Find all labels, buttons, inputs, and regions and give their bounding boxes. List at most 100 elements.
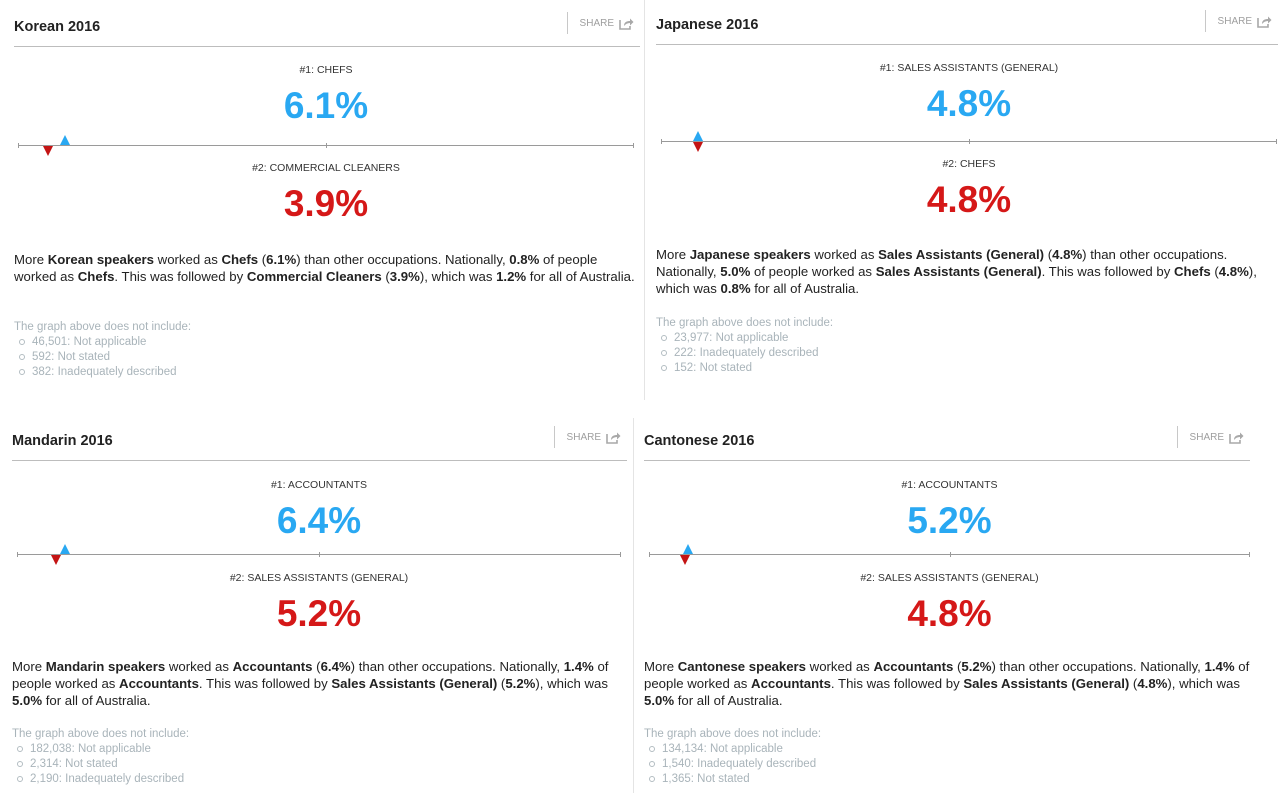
axis-tick — [1276, 139, 1277, 144]
panel-title: Japanese 2016 — [656, 17, 759, 33]
panel-header: Mandarin 2016 SHARE — [12, 400, 627, 461]
panel-header: Japanese 2016 SHARE — [656, 0, 1278, 45]
rank2-value: 4.8% — [926, 179, 1012, 220]
excluded-item: 222: Inadequately described — [661, 346, 833, 361]
share-button[interactable]: SHARE — [1204, 10, 1272, 32]
rank1-value: 5.2% — [907, 500, 992, 541]
language-name: Cantonese speakers — [677, 659, 806, 674]
panel-divider — [644, 0, 645, 400]
share-icon — [1257, 15, 1272, 28]
rank1-label: #1: CHEFS — [299, 64, 353, 76]
top-occupation: Sales Assistants (General) — [878, 247, 1045, 262]
language-name: Mandarin speakers — [45, 659, 166, 674]
rank1-marker — [692, 131, 703, 141]
rank2-value: 5.2% — [276, 593, 362, 634]
occupation-panel-cantonese: Cantonese 2016 SHARE #1: ACCOUNTANTS 5.2… — [635, 400, 1280, 793]
rank1-value: 4.8% — [926, 83, 1012, 124]
excluded-note-title: The graph above does not include: — [12, 728, 190, 740]
share-button[interactable]: SHARE — [553, 426, 621, 448]
excluded-note: The graph above does not include: 46,501… — [14, 320, 191, 380]
excluded-item: 1,540: Inadequately described — [649, 757, 821, 772]
axis-tick — [969, 139, 970, 144]
rank1-marker — [683, 544, 694, 554]
axis-tick — [326, 143, 327, 148]
share-button[interactable]: SHARE — [1176, 426, 1244, 448]
language-name: Japanese speakers — [689, 247, 811, 262]
rank2-marker — [51, 555, 62, 565]
summary-text: More Cantonese speakers worked as Accoun… — [644, 659, 1250, 708]
panel-header: Cantonese 2016 SHARE — [644, 400, 1250, 461]
share-icon — [619, 17, 634, 30]
rank2-label: #2: COMMERCIAL CLEANERS — [252, 162, 400, 174]
axis-tick — [1249, 552, 1250, 557]
excluded-item: 2,190: Inadequately described — [17, 772, 189, 787]
axis-tick — [649, 552, 650, 557]
excluded-list: 134,134: Not applicable 1,540: Inadequate… — [644, 742, 821, 787]
second-occupation: Sales Assistants (General) — [963, 676, 1130, 691]
panel-divider — [633, 418, 634, 793]
excluded-note-title: The graph above does not include: — [656, 317, 834, 329]
language-name: Korean speakers — [47, 252, 155, 267]
axis-tick — [18, 143, 19, 148]
excluded-item: 382: Inadequately described — [19, 365, 191, 380]
rank1-label: #1: SALES ASSISTANTS (GENERAL) — [879, 62, 1059, 74]
summary-text: More Mandarin speakers worked as Account… — [12, 659, 609, 708]
rank2-label: #2: SALES ASSISTANTS (GENERAL) — [229, 572, 409, 584]
panel-title: Korean 2016 — [14, 19, 101, 35]
top-occupation: Accountants — [873, 659, 954, 674]
excluded-note: The graph above does not include: 182,03… — [12, 727, 189, 787]
occupation-panel-korean: Korean 2016 SHARE #1: CHEFS 6.1% #2: COM… — [0, 0, 645, 400]
share-label: SHARE — [1217, 15, 1252, 27]
panel-title: Cantonese 2016 — [644, 433, 755, 449]
excluded-note: The graph above does not include: 23,977… — [656, 316, 833, 376]
excluded-item: 46,501: Not applicable — [19, 335, 191, 350]
rank2-value: 3.9% — [283, 183, 369, 224]
excluded-note-title: The graph above does not include: — [14, 321, 192, 333]
occupation-panel-mandarin: Mandarin 2016 SHARE #1: ACCOUNTANTS 6.4%… — [0, 400, 635, 793]
top-occupation: Accountants — [232, 659, 313, 674]
rank2-marker — [692, 142, 703, 152]
share-label: SHARE — [566, 431, 601, 443]
axis-tick — [620, 552, 621, 557]
rank1-marker — [60, 544, 71, 554]
excluded-note: The graph above does not include: 134,13… — [644, 727, 821, 787]
panel-title: Mandarin 2016 — [12, 433, 113, 449]
excluded-list: 46,501: Not applicable 592: Not stated 382… — [14, 335, 191, 380]
second-occupation: Chefs — [1174, 264, 1211, 279]
excluded-item: 592: Not stated — [19, 350, 191, 365]
share-label: SHARE — [579, 17, 614, 29]
rank2-label: #2: SALES ASSISTANTS (GENERAL) — [860, 572, 1039, 584]
rank2-label: #2: CHEFS — [942, 158, 996, 170]
excluded-list: 182,038: Not applicable 2,314: Not stated… — [12, 742, 189, 787]
rank2-value: 4.8% — [907, 593, 992, 634]
summary-text: More Japanese speakers worked as Sales A… — [656, 247, 1257, 296]
axis-tick — [949, 552, 951, 557]
axis-tick — [17, 552, 18, 557]
excluded-note-title: The graph above does not include: — [644, 728, 822, 740]
rank2-marker — [43, 146, 54, 156]
excluded-item: 152: Not stated — [661, 361, 833, 376]
rank1-value: 6.4% — [276, 500, 362, 541]
share-button[interactable]: SHARE — [566, 12, 634, 34]
second-occupation: Commercial Cleaners — [246, 269, 382, 284]
rank2-marker — [680, 555, 691, 565]
rank1-label: #1: ACCOUNTANTS — [901, 479, 998, 491]
excluded-item: 1,365: Not stated — [649, 772, 821, 787]
excluded-item: 23,977: Not applicable — [661, 331, 833, 346]
share-icon — [606, 431, 621, 444]
excluded-item: 2,314: Not stated — [17, 757, 189, 772]
excluded-item: 134,134: Not applicable — [649, 742, 821, 757]
rank1-label: #1: ACCOUNTANTS — [270, 479, 368, 491]
rank1-value: 6.1% — [283, 85, 369, 126]
axis-tick — [319, 552, 320, 557]
panel-header: Korean 2016 SHARE — [14, 0, 640, 47]
rank1-marker — [59, 135, 70, 145]
axis-tick — [633, 143, 634, 148]
second-occupation: Sales Assistants (General) — [331, 676, 498, 691]
axis-tick — [661, 139, 662, 144]
share-label: SHARE — [1189, 431, 1224, 443]
excluded-list: 23,977: Not applicable 222: Inadequately … — [656, 331, 833, 376]
top-occupation: Chefs — [221, 252, 259, 267]
occupation-panel-japanese: Japanese 2016 SHARE #1: SALES ASSISTANTS… — [645, 0, 1280, 400]
summary-text: More Korean speakers worked as Chefs (6.… — [14, 252, 635, 284]
